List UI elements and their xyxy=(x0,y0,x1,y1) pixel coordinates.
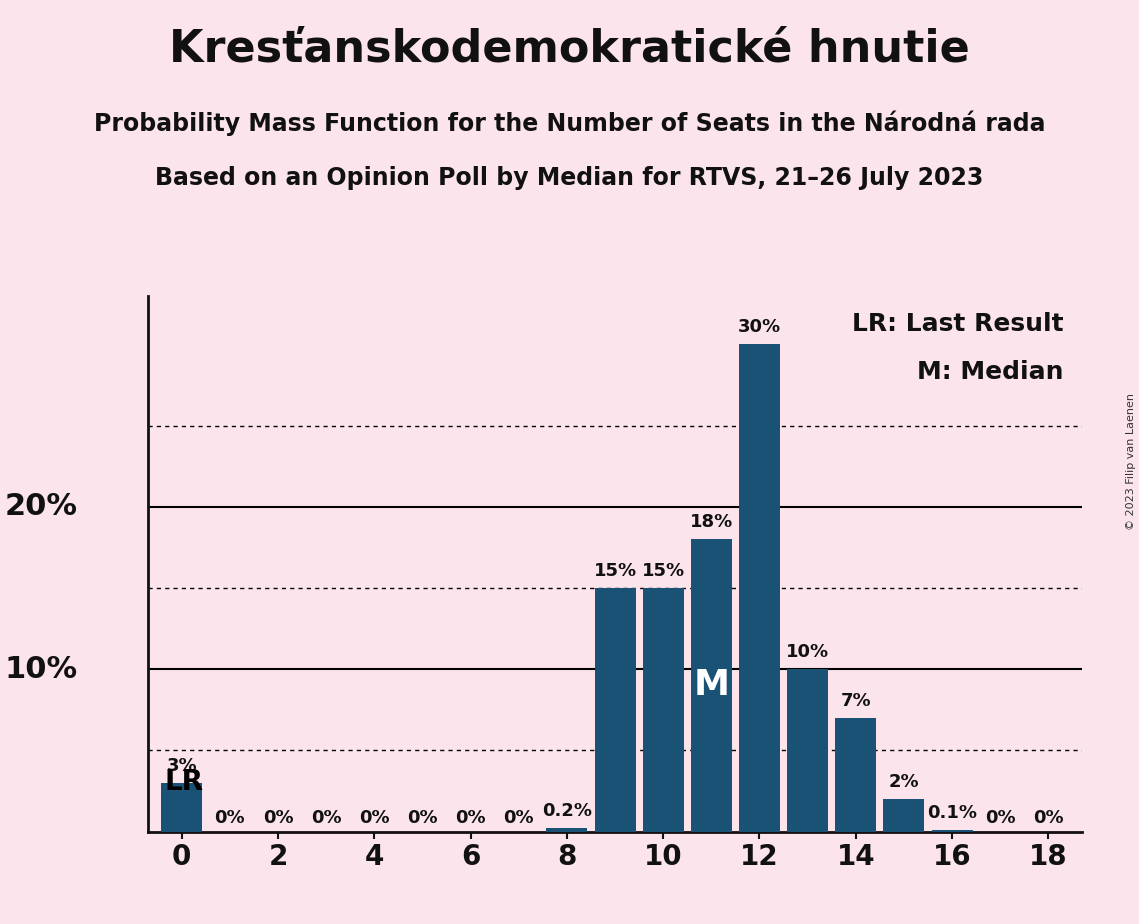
Text: Based on an Opinion Poll by Median for RTVS, 21–26 July 2023: Based on an Opinion Poll by Median for R… xyxy=(155,166,984,190)
Bar xyxy=(884,799,925,832)
Text: M: Median: M: Median xyxy=(917,360,1064,384)
Text: 0%: 0% xyxy=(456,808,486,827)
Bar xyxy=(739,345,780,832)
Text: 15%: 15% xyxy=(593,562,637,580)
Text: 10%: 10% xyxy=(786,643,829,661)
Text: 0%: 0% xyxy=(407,808,437,827)
Text: 0.2%: 0.2% xyxy=(542,802,592,821)
Text: M: M xyxy=(694,668,729,702)
Text: 0%: 0% xyxy=(359,808,390,827)
Text: 0%: 0% xyxy=(263,808,294,827)
Bar xyxy=(547,828,588,832)
Text: 20%: 20% xyxy=(5,492,77,521)
Text: 2%: 2% xyxy=(888,773,919,791)
Text: 0.1%: 0.1% xyxy=(927,804,977,821)
Bar xyxy=(932,830,973,832)
Text: 0%: 0% xyxy=(985,808,1016,827)
Text: 0%: 0% xyxy=(311,808,342,827)
Text: 0%: 0% xyxy=(214,808,245,827)
Text: Probability Mass Function for the Number of Seats in the Národná rada: Probability Mass Function for the Number… xyxy=(93,111,1046,137)
Bar xyxy=(595,588,636,832)
Text: © 2023 Filip van Laenen: © 2023 Filip van Laenen xyxy=(1126,394,1136,530)
Bar xyxy=(787,669,828,832)
Bar xyxy=(691,540,731,832)
Text: 10%: 10% xyxy=(5,655,77,684)
Bar xyxy=(162,783,203,832)
Text: 15%: 15% xyxy=(641,562,685,580)
Text: 0%: 0% xyxy=(503,808,534,827)
Text: 30%: 30% xyxy=(738,318,781,336)
Text: 7%: 7% xyxy=(841,692,871,710)
Bar xyxy=(835,718,876,832)
Text: 3%: 3% xyxy=(166,757,197,774)
Text: LR: Last Result: LR: Last Result xyxy=(852,311,1064,335)
Text: Kresťanskodemokratické hnutie: Kresťanskodemokratické hnutie xyxy=(169,28,970,71)
Bar xyxy=(642,588,683,832)
Text: LR: LR xyxy=(165,768,204,796)
Text: 0%: 0% xyxy=(1033,808,1064,827)
Text: 18%: 18% xyxy=(690,513,734,531)
